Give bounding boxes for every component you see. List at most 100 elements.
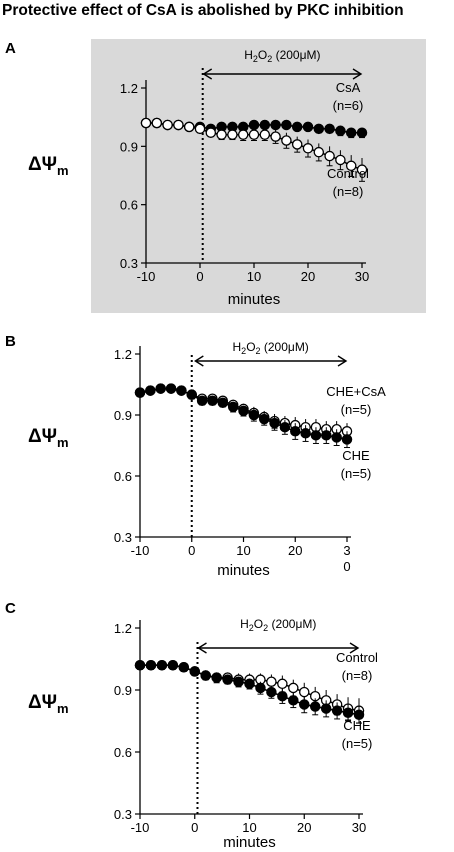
panel-b-y-axis-label: ΔΨm bbox=[28, 426, 69, 450]
panel-b-arrow-head-right bbox=[337, 355, 348, 367]
panel-a-series-csa-point bbox=[291, 121, 303, 133]
panel-b-series-che-point bbox=[310, 430, 322, 441]
panel-c-treatment-label: H2O2 (200μM) bbox=[240, 617, 316, 633]
panel-c-arrow-head-right bbox=[349, 642, 360, 654]
panel-a-chart: 0.3 0.6 0.9 1.2 -10 0 10 20 30 minutes ΔΨm H2O2 (20… bbox=[28, 48, 369, 308]
panel-a-series-control-point bbox=[259, 129, 271, 140]
panel-a-series-csa-point bbox=[259, 119, 271, 131]
panel-b-series-che-point bbox=[176, 385, 187, 396]
panel-c-x-tick-label: 10 bbox=[242, 820, 256, 835]
panel-b-series-che-point bbox=[248, 409, 260, 421]
panel-a-background bbox=[91, 39, 426, 313]
panel-c-series-che-point bbox=[277, 690, 288, 702]
panel-b-series-che-point bbox=[217, 397, 229, 409]
panel-c-series-che-point bbox=[134, 659, 146, 671]
panel-c-series-control-label: Control bbox=[336, 650, 378, 665]
panel-b-series-che-point bbox=[155, 383, 166, 394]
panel-a-series-control-label: Control bbox=[327, 166, 369, 181]
panel-a-x-tick-label: 10 bbox=[247, 269, 261, 284]
panel-c-series-che-point bbox=[189, 666, 200, 677]
panel-c-y-tick-label: 1.2 bbox=[114, 621, 132, 636]
panel-a-series-csa-point bbox=[356, 127, 368, 138]
panel-c-y-tick-label: 0.9 bbox=[114, 683, 132, 698]
panel-b-series-che-point bbox=[321, 430, 332, 441]
panel-a-series-control-point bbox=[291, 139, 303, 150]
panel-a-series-csa-point bbox=[345, 127, 357, 138]
panel-c-y-axis-label: ΔΨm bbox=[28, 692, 69, 716]
panel-b-series-che-point bbox=[134, 387, 146, 398]
panel-b-series-che-point bbox=[207, 395, 218, 407]
panel-b-series-che-point bbox=[269, 417, 280, 429]
panel-c-series-che-label: CHE bbox=[343, 718, 371, 733]
panel-b-y-tick-label: 0.9 bbox=[114, 408, 132, 423]
panel-b-series-che-point bbox=[165, 383, 177, 394]
panel-b-y-tick-label: 1.2 bbox=[114, 347, 132, 362]
panel-c-series-che-point bbox=[211, 672, 222, 683]
panel-c-series-control-point bbox=[298, 686, 310, 698]
panel-b-series-che-point bbox=[186, 389, 197, 400]
panel-c-series-che-point bbox=[331, 705, 343, 716]
panel-a-y-tick-label: 1.2 bbox=[120, 81, 138, 96]
panel-b-series-che-point bbox=[341, 434, 353, 445]
panel-a-series-csa-point bbox=[281, 119, 292, 131]
panel-a-series-control-point bbox=[227, 129, 238, 140]
panel-b-chart: 0.3 0.6 0.9 1.2 -10 0 10 20 3 0 minutes ΔΨm H2O2 (20… bbox=[28, 340, 386, 579]
panel-c-series-che-point bbox=[167, 659, 179, 671]
panel-a-series-control-point bbox=[335, 154, 346, 166]
panel-c-arrow-head-left bbox=[197, 642, 207, 654]
panel-c-series-control-point bbox=[277, 678, 288, 690]
panel-a-series-control-point bbox=[216, 129, 227, 140]
panel-a-series-csa-point bbox=[324, 123, 335, 135]
panel-c-series-che-point bbox=[244, 678, 255, 690]
panel-b-series-che-csa-label: CHE+CsA bbox=[326, 384, 386, 399]
panel-c-series-che-point bbox=[266, 686, 277, 698]
panel-a-treatment-label: H2O2 (200μM) bbox=[244, 48, 320, 64]
panel-a-series-csa-n-label: (n=6) bbox=[333, 98, 364, 113]
panel-b-series-che-point bbox=[227, 401, 239, 413]
panel-b-series-che-point bbox=[289, 426, 301, 437]
figure-title: Protective effect of CsA is abolished by… bbox=[2, 2, 404, 19]
panel-a-series-control-point bbox=[194, 123, 206, 135]
panel-a-series-control-point bbox=[356, 164, 368, 175]
panel-a-letter: A bbox=[5, 40, 16, 57]
panel-c-series-che-point bbox=[233, 676, 244, 687]
panel-a-series-control-point bbox=[237, 129, 249, 140]
panel-a-series-control-point bbox=[205, 127, 217, 138]
panel-a-series-csa-point bbox=[335, 125, 346, 137]
panel-b-y-tick-label: 0.6 bbox=[114, 469, 132, 484]
panel-a-series-csa-point bbox=[270, 119, 281, 131]
panel-a-series-csa-label: CsA bbox=[336, 80, 361, 95]
panel-a-x-axis-label: minutes bbox=[228, 291, 281, 308]
panel-b-series-che-n-label: (n=5) bbox=[341, 466, 372, 481]
panel-c-letter: C bbox=[5, 600, 16, 617]
panel-b-x-tick-label: -10 bbox=[131, 543, 150, 558]
panel-a-series-control-point bbox=[140, 117, 152, 129]
panel-b-series-che-point bbox=[279, 421, 291, 433]
panel-c-chart: 0.3 0.6 0.9 1.2 -10 0 10 20 30 minutes ΔΨm H2O2 (20… bbox=[28, 617, 378, 851]
panel-a-series-csa-point bbox=[313, 123, 325, 135]
panel-a-series-control-point bbox=[313, 146, 325, 158]
panel-c-series-che-point bbox=[145, 659, 157, 671]
panel-c-series-control-n-label: (n=8) bbox=[342, 668, 373, 683]
panel-a-y-tick-label: 0.3 bbox=[120, 256, 138, 271]
panel-b-series-che-point bbox=[196, 395, 208, 407]
panel-a-series-control-point bbox=[345, 160, 357, 172]
panel-c-series-che-point bbox=[178, 662, 190, 673]
panel-b-arrow-head-left bbox=[194, 355, 204, 367]
panel-b-letter: B bbox=[5, 333, 16, 350]
panel-c-x-tick-label: 0 bbox=[191, 820, 198, 835]
panel-c-series-che-point bbox=[320, 703, 332, 714]
panel-b-x-axis-label: minutes bbox=[217, 562, 270, 579]
panel-c-x-tick-label: -10 bbox=[131, 820, 150, 835]
panel-b-series-che-point bbox=[238, 405, 249, 417]
panel-a-arrow-head-right bbox=[352, 68, 363, 80]
panel-b-x-tick-label: 0 bbox=[188, 543, 195, 558]
panel-c-x-axis-label: minutes bbox=[223, 834, 276, 851]
panel-c-series-che-point bbox=[255, 682, 266, 694]
panel-b-series-che-csa-n-label: (n=5) bbox=[341, 402, 372, 417]
panel-a-y-tick-label: 0.6 bbox=[120, 198, 138, 213]
panel-c-series-che-point bbox=[222, 674, 233, 685]
panel-b-x-tick-label: 20 bbox=[288, 543, 302, 558]
panel-a-x-tick-label: 20 bbox=[301, 269, 315, 284]
